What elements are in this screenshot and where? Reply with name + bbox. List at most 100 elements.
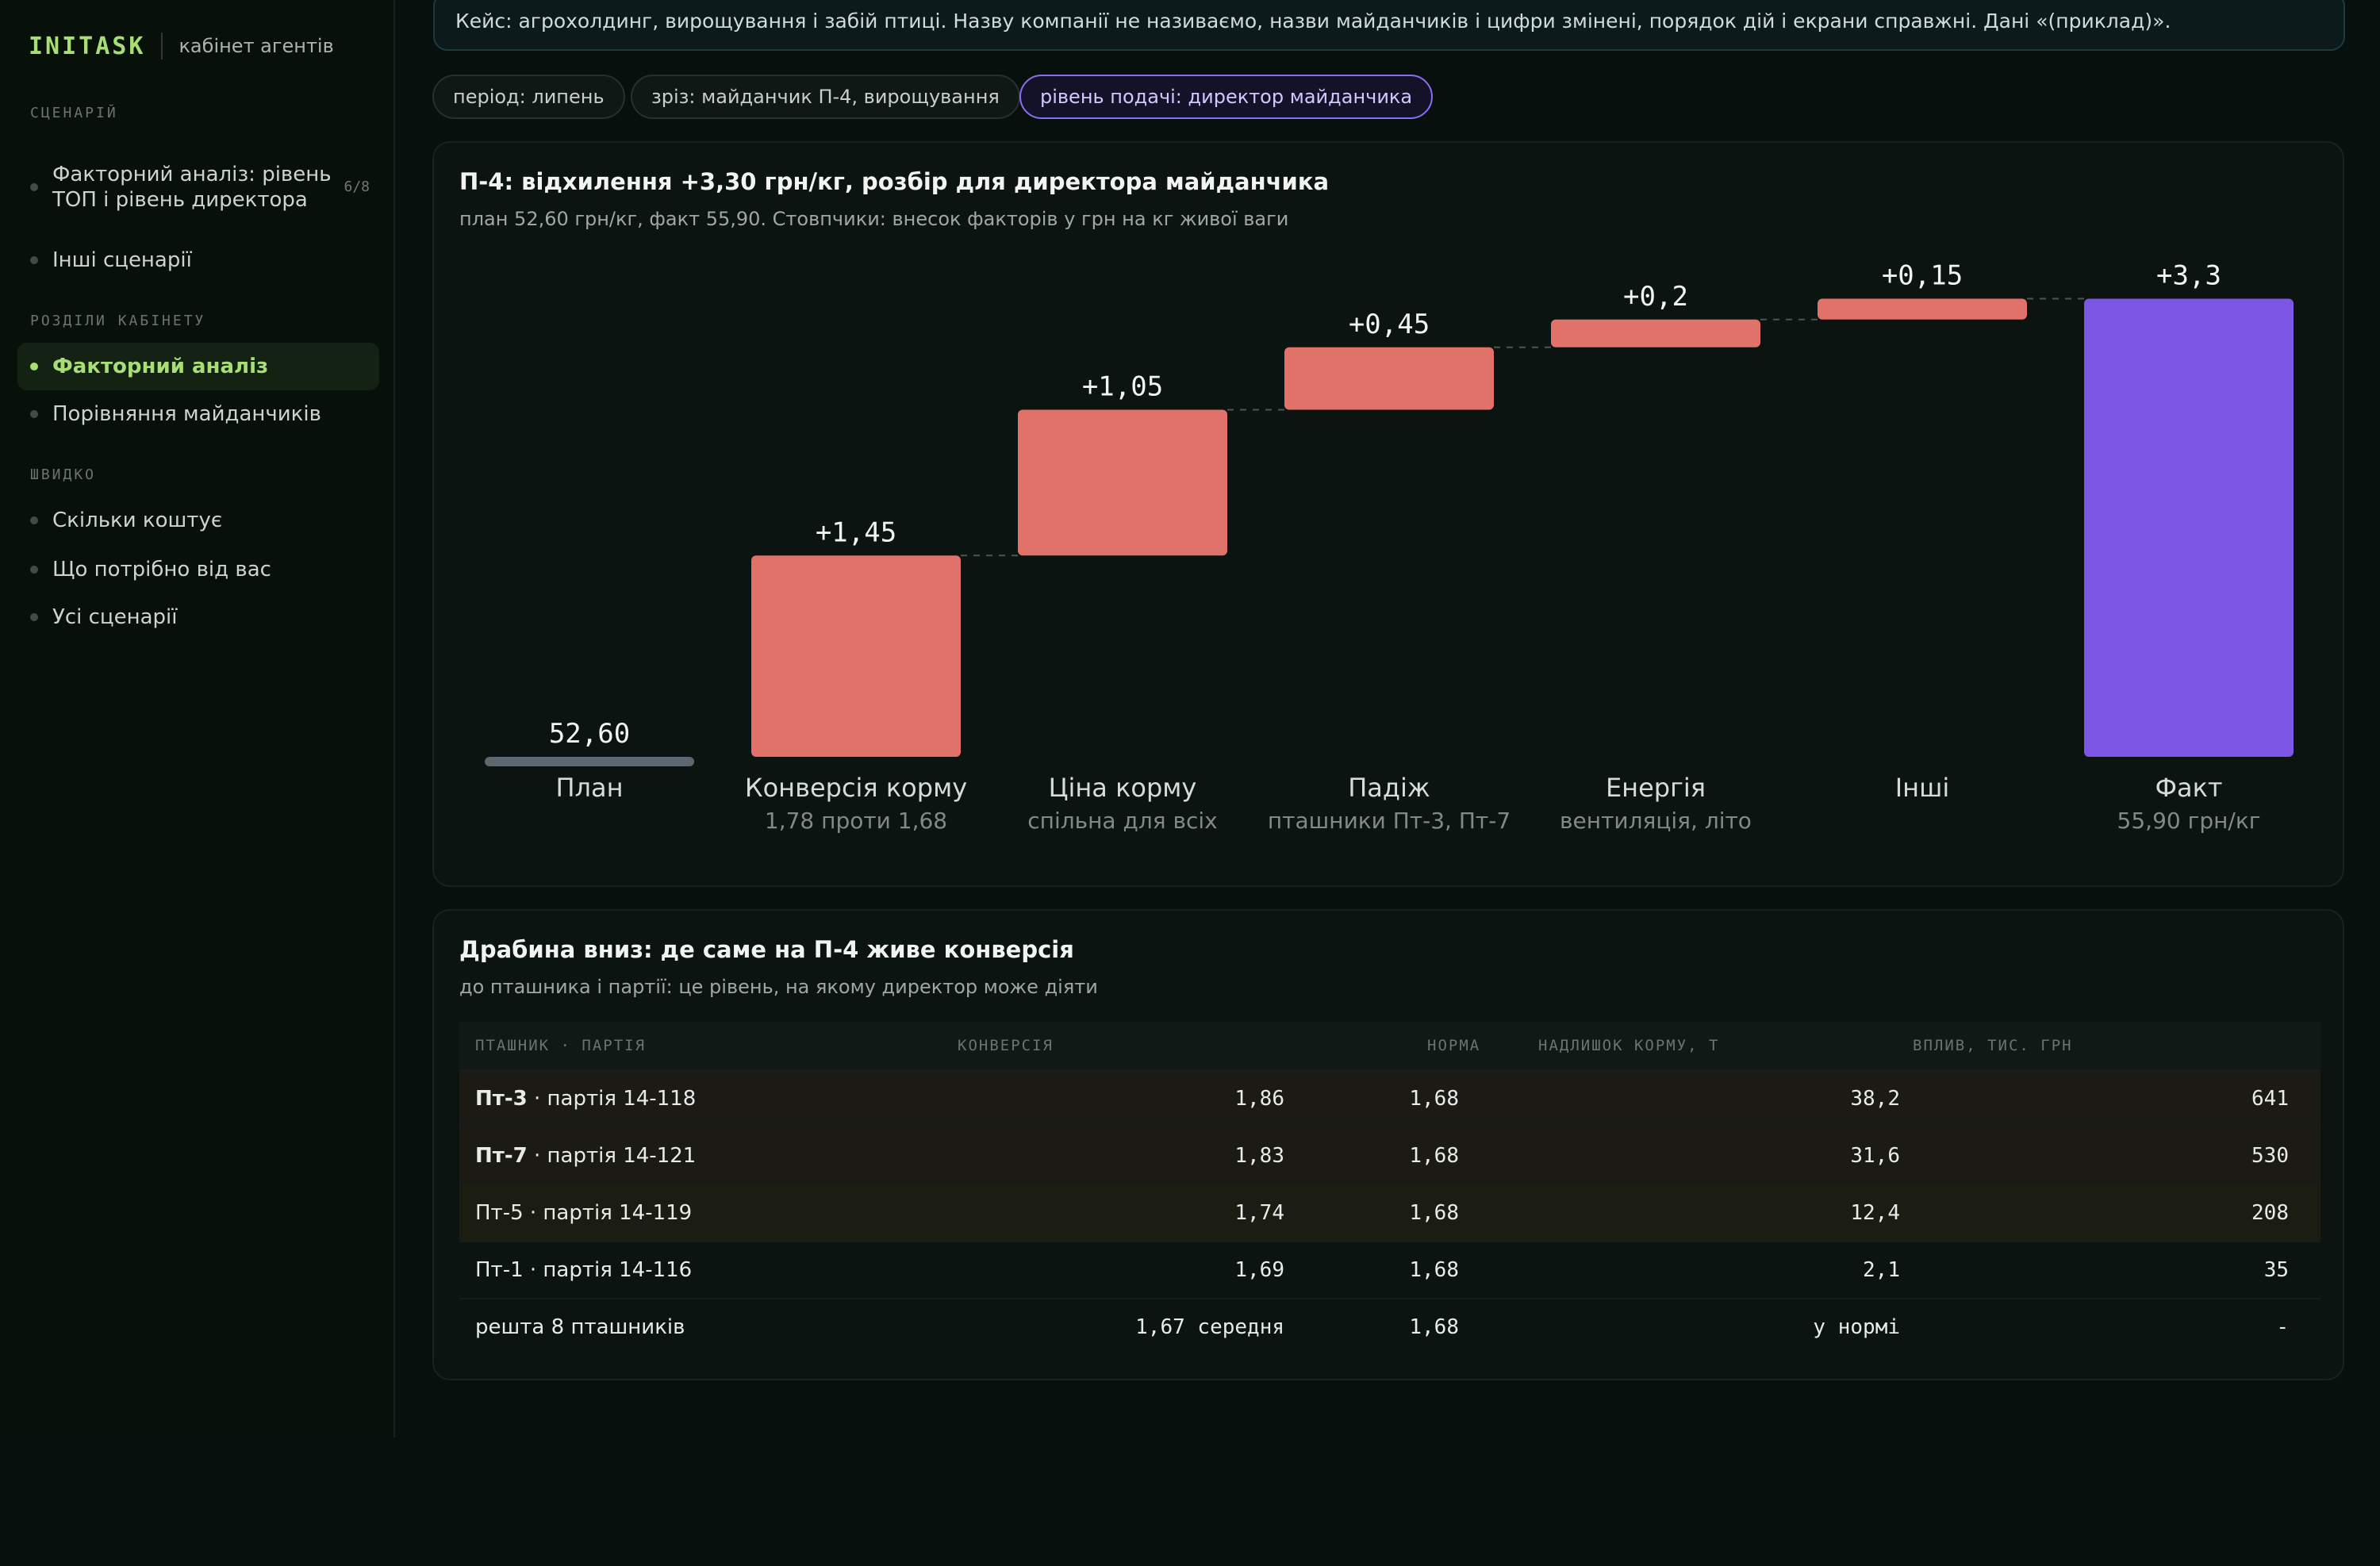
waterfall-card: П-4: відхилення +3,30 грн/кг, розбір для… [432,141,2344,887]
norm-cell: 1,68 [1409,1315,1459,1339]
sidebar-item-site-comparison[interactable]: Порівняння майданчиків [17,400,379,428]
category-label: Інші [1895,773,1950,803]
card-title: Драбина вниз: де саме на П-4 живе конвер… [459,936,1074,963]
app-logo[interactable]: INITASK [29,32,146,60]
house-name: Пт-1 [475,1258,524,1282]
factor-bar [1551,319,1760,347]
norm-cell: 1,68 [1409,1201,1459,1225]
category-note: вентиляція, літо [1560,808,1752,834]
filter-chip-level[interactable]: рівень подачі: директор майданчика [1019,75,1434,119]
impact-cell: 35 [2263,1258,2289,1282]
impact-cell: - [2276,1315,2289,1339]
ladder-card: Драбина вниз: де саме на П-4 живе конвер… [432,909,2344,1380]
excess-cell: 38,2 [1850,1087,1900,1111]
category-label: Енергія [1606,773,1706,803]
table-header: ПТАШНИК · ПАРТІЯ КОНВЕРСІЯ НОРМА НАДЛИШО… [459,1022,2320,1069]
excess-cell: 2,1 [1863,1258,1900,1282]
sidebar: INITASK кабінет агентів СЦЕНАРІЙ Факторн… [0,0,395,1437]
house-cell: Пт-3 · партія 14-118 [459,1087,935,1111]
impact-cell: 530 [2251,1144,2289,1168]
sidebar-item-label: Інші сценарії [52,248,192,272]
filter-chip-period[interactable]: період: липень [432,75,625,119]
plan-baseline-bar [485,757,694,766]
bar-value-label: +0,45 [1349,309,1430,340]
bullet-dot-icon [30,566,38,574]
impact-cell: 208 [2251,1201,2289,1225]
section-label-quick: ШВИДКО [30,466,97,483]
house-name: решта 8 пташників [475,1315,685,1339]
bullet-dot-icon [30,516,38,524]
brand-divider [161,33,163,59]
section-label-scenario: СЦЕНАРІЙ [30,105,118,121]
category-label: Факт [2155,773,2222,803]
card-title: П-4: відхилення +3,30 грн/кг, розбір для… [459,168,1330,195]
category-note: спільна для всіх [1027,808,1218,834]
excess-cell: 12,4 [1850,1201,1900,1225]
house-name: Пт-5 [475,1201,524,1225]
sidebar-item-label: Скільки коштує [52,509,223,532]
case-banner: Кейс: агрохолдинг, вирощування і забій п… [433,0,2345,51]
norm-cell: 1,68 [1409,1087,1459,1111]
bar-value-label: 52,60 [549,718,630,750]
column-header: ПТАШНИК · ПАРТІЯ [475,1037,647,1054]
conversion-cell: 1,86 [1234,1087,1284,1111]
house-cell: решта 8 пташників [459,1315,935,1339]
norm-cell: 1,68 [1409,1144,1459,1168]
table-row: Пт-7 · партія 14-121 1,83 1,68 31,6 530 [459,1127,2320,1184]
app-subtitle: кабінет агентів [178,35,334,57]
sidebar-item-label: Факторний аналіз [52,355,269,378]
batch-label: · партія 14-121 [527,1144,697,1168]
column-header: КОНВЕРСІЯ [958,1037,1054,1054]
bar-value-label: +1,45 [816,516,896,548]
section-label-sections: РОЗДІЛИ КАБІНЕТУ [30,313,206,329]
bar-value-label: +0,15 [1882,260,1963,292]
sidebar-item-label: Факторний аналіз: рівень ТОП і рівень ди… [52,163,332,212]
waterfall-chart: 52,60 План +1,45 Конверсія корму 1,78 проти … [485,260,2294,834]
progress-count: 6/8 [344,178,370,195]
category-note: пташники Пт-3, Пт-7 [1268,808,1511,834]
category-note: 1,78 проти 1,68 [765,808,947,834]
bar-value-label: +3,3 [2156,260,2221,292]
conversion-cell: 1,67 середня [1135,1315,1284,1339]
brand: INITASK кабінет агентів [29,29,334,63]
sidebar-item-other-scenarios[interactable]: Інші сценарії [17,246,379,274]
ladder-table: ПТАШНИК · ПАРТІЯ КОНВЕРСІЯ НОРМА НАДЛИШО… [459,1022,2320,1355]
sidebar-item-all-scenarios[interactable]: Усі сценарії [17,603,379,631]
bullet-dot-icon [30,183,38,191]
total-bar [2084,298,2294,757]
sidebar-item-factor-analysis[interactable]: Факторний аналіз [17,343,379,390]
norm-cell: 1,68 [1409,1258,1459,1282]
bullet-dot-icon [30,613,38,621]
sidebar-item-label: Що потрібно від вас [52,558,271,581]
sidebar-item-factor-scenario[interactable]: Факторний аналіз: рівень ТОП і рівень ди… [17,148,379,227]
conversion-cell: 1,83 [1234,1144,1284,1168]
house-name: Пт-7 [475,1144,528,1168]
category-note: 55,90 грн/кг [2117,808,2261,834]
category-label: Конверсія корму [745,773,967,803]
table-row: Пт-3 · партія 14-118 1,86 1,68 38,2 641 [459,1069,2320,1127]
house-cell: Пт-7 · партія 14-121 [459,1144,935,1168]
sidebar-item-requirements[interactable]: Що потрібно від вас [17,555,379,584]
house-cell: Пт-5 · партія 14-119 [459,1201,935,1225]
conversion-cell: 1,69 [1234,1258,1284,1282]
house-name: Пт-3 [475,1087,528,1111]
column-header: НАДЛИШОК КОРМУ, Т [1538,1037,1720,1054]
filter-chip-slice[interactable]: зріз: майданчик П-4, вирощування [631,75,1020,119]
conversion-cell: 1,74 [1234,1201,1284,1225]
factor-bar [1284,347,1494,410]
table-row: Пт-5 · партія 14-119 1,74 1,68 12,4 208 [459,1184,2320,1241]
category-label: План [555,773,623,803]
column-header: ВПЛИВ, ТИС. ГРН [1913,1037,2073,1054]
factor-bar [1818,298,2027,320]
batch-label: · партія 14-119 [523,1201,693,1225]
factor-bar [1018,409,1227,556]
batch-label: · партія 14-116 [523,1258,693,1282]
sidebar-item-label: Порівняння майданчиків [52,402,321,426]
category-label: Падіж [1348,773,1430,803]
table-row: решта 8 пташників 1,67 середня 1,68 у но… [459,1298,2320,1355]
sidebar-item-pricing[interactable]: Скільки коштує [17,506,379,535]
bar-value-label: +1,05 [1082,371,1163,403]
factor-bar [751,555,961,757]
impact-cell: 641 [2251,1087,2289,1111]
bullet-dot-icon [30,256,38,264]
